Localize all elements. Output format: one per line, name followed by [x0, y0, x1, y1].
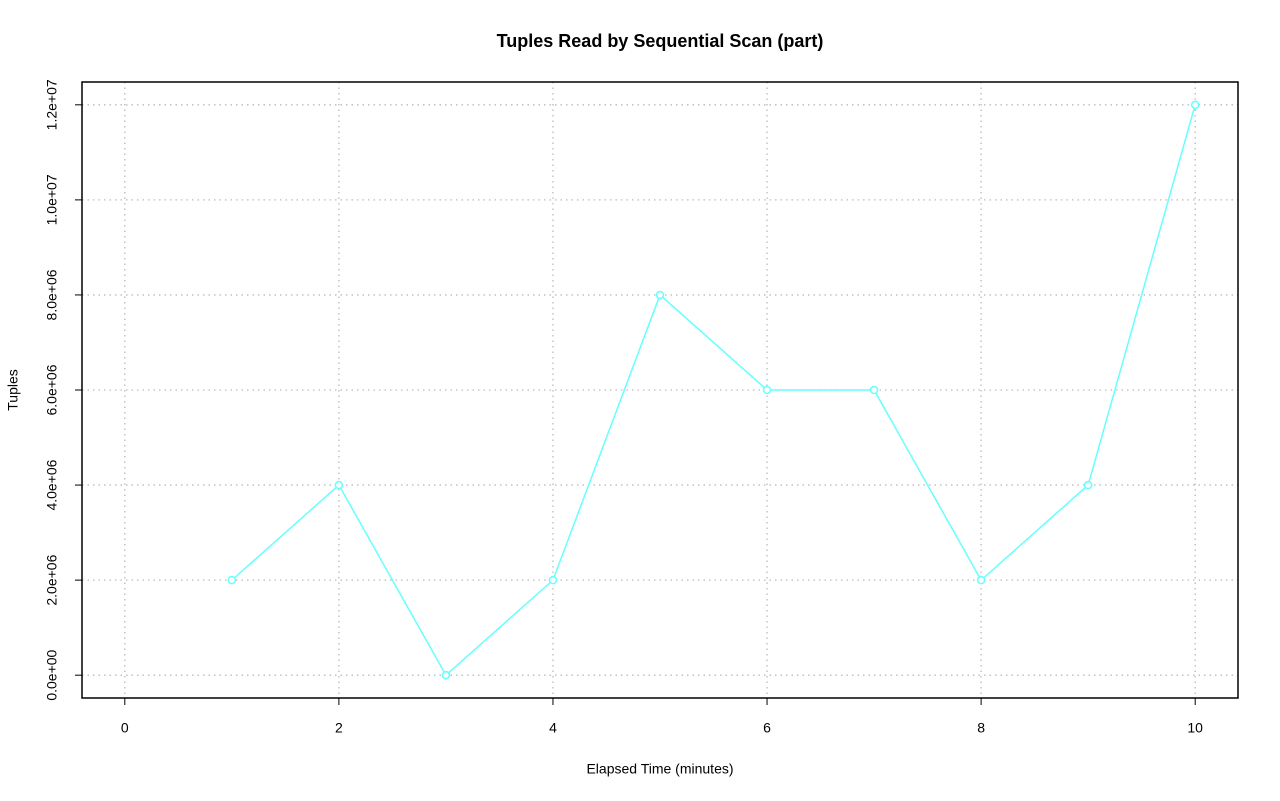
- x-tick-label: 2: [335, 720, 343, 736]
- x-tick-label: 0: [121, 720, 129, 736]
- y-tick-label: 1.0e+07: [44, 174, 60, 225]
- data-point: [334, 480, 344, 490]
- plot: [227, 100, 1200, 680]
- x-axis-label: Elapsed Time (minutes): [586, 761, 733, 777]
- data-point: [1190, 100, 1200, 110]
- y-tick-label: 8.0e+06: [44, 269, 60, 320]
- chart-title: Tuples Read by Sequential Scan (part): [497, 31, 824, 51]
- data-point: [1083, 480, 1093, 490]
- y-tick-label: 6.0e+06: [44, 364, 60, 415]
- y-tick-label: 2.0e+06: [44, 554, 60, 605]
- x-tick-label: 4: [549, 720, 557, 736]
- data-point: [548, 575, 558, 585]
- y-tick-label: 4.0e+06: [44, 459, 60, 510]
- y-tick-label: 0.0e+00: [44, 649, 60, 700]
- data-point: [227, 575, 237, 585]
- x-tick-label: 8: [977, 720, 985, 736]
- data-point: [441, 670, 451, 680]
- data-point: [869, 385, 879, 395]
- data-point: [655, 290, 665, 300]
- data-point: [762, 385, 772, 395]
- y-tick-label: 1.2e+07: [44, 79, 60, 130]
- x-tick-label: 10: [1187, 720, 1203, 736]
- y-axis-label: Tuples: [5, 369, 21, 411]
- series-line: [231, 104, 1196, 677]
- x-tick-label: 6: [763, 720, 771, 736]
- data-point: [976, 575, 986, 585]
